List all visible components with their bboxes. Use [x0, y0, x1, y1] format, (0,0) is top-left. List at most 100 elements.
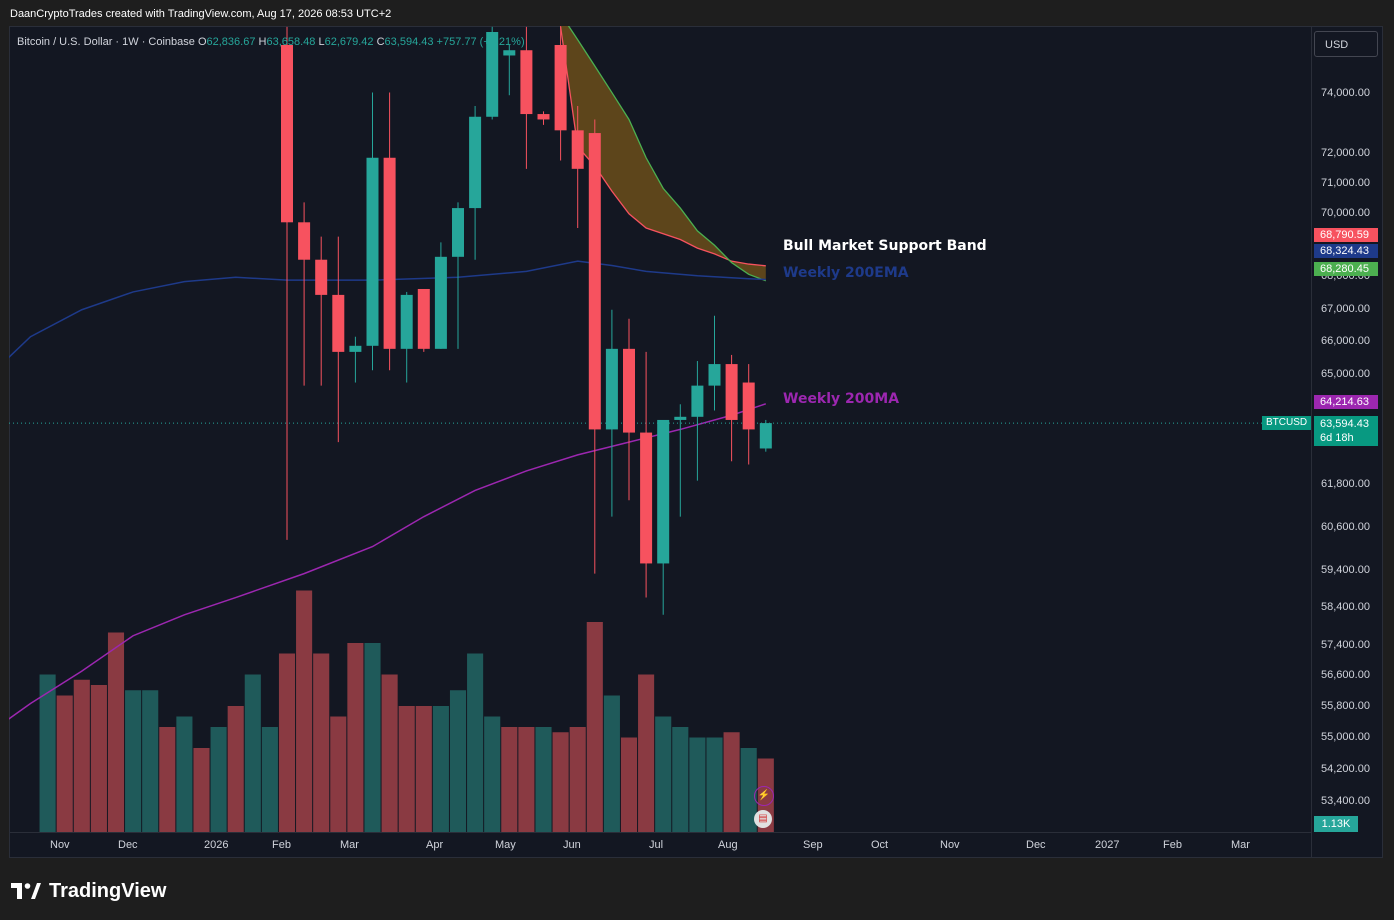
support-band-fill — [560, 26, 766, 281]
support-upper-tag: 68,790.59 — [1314, 228, 1378, 242]
ema200-tag: 68,324.43 — [1314, 244, 1378, 258]
volume-bar — [689, 737, 706, 832]
volume-bar — [296, 590, 313, 832]
candle-body — [759, 423, 772, 449]
price-axis-label: 55,000.00 — [1321, 731, 1370, 743]
volume-bar — [330, 716, 347, 832]
price-axis-label: 53,400.00 — [1321, 795, 1370, 807]
candle-body — [281, 45, 293, 223]
candle-body — [332, 294, 345, 352]
candle-body — [452, 208, 464, 257]
top-bar: DaanCryptoTrades created with TradingVie… — [0, 0, 1394, 26]
candle-body — [554, 45, 567, 131]
volume-bar — [176, 716, 193, 832]
close-key: C — [376, 36, 385, 48]
volume-bar — [73, 679, 90, 832]
price-chart[interactable] — [9, 26, 1383, 858]
support-lower-tag: 68,280.45 — [1314, 262, 1378, 276]
candle-body — [315, 259, 328, 295]
candle-body — [383, 157, 396, 349]
time-axis-label: Dec — [1026, 839, 1046, 851]
candle-body — [349, 345, 362, 352]
price-axis-label: 59,400.00 — [1321, 564, 1370, 576]
time-axis-label: Nov — [50, 839, 70, 851]
time-axis-label: Dec — [118, 839, 138, 851]
price-axis-label: 60,600.00 — [1321, 521, 1370, 533]
candle-body — [537, 114, 550, 120]
candle-body — [417, 288, 430, 349]
volume-bar — [347, 643, 364, 832]
price-axis-label: 55,800.00 — [1321, 700, 1370, 712]
volume-bar — [586, 622, 603, 832]
volume-bar — [398, 706, 415, 832]
volume-bar — [39, 674, 56, 832]
us-flag-icon[interactable]: ▤ — [754, 810, 772, 828]
price-axis-label: 66,000.00 — [1321, 335, 1370, 347]
close-value: 63,594.43 — [384, 36, 434, 48]
candle-body — [434, 256, 447, 349]
volume-bar — [432, 706, 449, 832]
tradingview-logo[interactable]: TradingView — [11, 877, 166, 905]
volume-bar — [415, 706, 432, 832]
ma-annotation: Weekly 200MA — [783, 391, 900, 407]
candle-body — [725, 364, 738, 420]
volume-bar — [56, 695, 73, 832]
volume-bar — [484, 716, 501, 832]
ohlc-legend: Bitcoin / U.S. Dollar · 1W · Coinbase O6… — [17, 36, 525, 48]
candle-body — [605, 348, 618, 430]
price-axis-label: 74,000.00 — [1321, 87, 1370, 99]
time-axis-label: Sep — [803, 839, 823, 851]
candle-body — [708, 364, 721, 386]
lightning-icon[interactable]: ⚡ — [754, 786, 774, 806]
volume-bar — [107, 632, 125, 832]
volume-bar — [125, 690, 142, 832]
current-price-value: 63,594.43 — [1320, 418, 1369, 430]
candle-body — [298, 222, 311, 260]
time-axis-label: Aug — [718, 839, 738, 851]
candle-body — [691, 385, 704, 417]
volume-bar — [142, 690, 159, 832]
volume-bar — [193, 748, 210, 832]
ma200-tag: 64,214.63 — [1314, 395, 1378, 409]
price-axis-label: 71,000.00 — [1321, 177, 1370, 189]
volume-bar — [620, 737, 638, 832]
current-price-tag: 63,594.43 6d 18h — [1314, 416, 1378, 446]
candle-body — [469, 116, 482, 209]
candle-body — [520, 50, 533, 115]
volume-bar — [90, 685, 107, 832]
candle-body — [486, 31, 499, 117]
time-axis-label: Apr — [426, 839, 444, 851]
price-axis-label: 58,400.00 — [1321, 601, 1370, 613]
volume-bar — [449, 690, 467, 832]
symbol-description: Bitcoin / U.S. Dollar · 1W · Coinbase — [17, 36, 195, 48]
band-annotation: Bull Market Support Band — [783, 238, 987, 254]
volume-bar — [159, 727, 176, 832]
price-axis-label: 57,400.00 — [1321, 639, 1370, 651]
low-key: L — [318, 36, 325, 48]
high-key: H — [258, 36, 267, 48]
time-axis-label: 2027 — [1095, 839, 1120, 851]
tradingview-brand: TradingView — [49, 879, 167, 902]
volume-bar — [278, 653, 296, 832]
price-axis-label: 61,800.00 — [1321, 478, 1370, 490]
volume-bar — [364, 643, 381, 832]
support-band-lower-line — [567, 26, 767, 282]
candle-body — [742, 382, 755, 430]
time-axis-label: Mar — [1231, 839, 1250, 851]
volume-bar — [467, 653, 484, 832]
time-axis-label: 2026 — [204, 839, 229, 851]
currency-button[interactable]: USD — [1314, 31, 1378, 57]
volume-bar — [535, 727, 552, 832]
volume-bar — [244, 674, 261, 832]
price-axis-label: 56,600.00 — [1321, 669, 1370, 681]
ema200-line — [9, 260, 766, 359]
time-axis-label: Feb — [272, 839, 291, 851]
plot-area — [9, 26, 1311, 832]
volume-bar — [723, 732, 740, 832]
volume-bar — [227, 706, 244, 832]
time-axis-label: Nov — [940, 839, 960, 851]
time-axis-label: Jul — [649, 839, 664, 851]
volume-bar — [501, 727, 518, 832]
volume-bar — [313, 653, 330, 832]
candle-body — [588, 133, 601, 430]
